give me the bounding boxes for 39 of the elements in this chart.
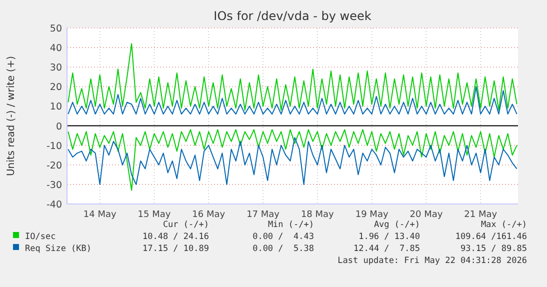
x-tick-label: 16 May bbox=[192, 210, 226, 220]
text: 1.96 / 13.40 bbox=[358, 232, 420, 242]
y-tick-label: 50 bbox=[50, 24, 62, 34]
text: 0.00 / 4.43 bbox=[252, 232, 314, 242]
x-tick-label: 18 May bbox=[300, 210, 335, 220]
y-tick-label: 10 bbox=[50, 102, 62, 113]
text: 17.15 / 10.89 bbox=[142, 244, 209, 254]
y-tick-label: -20 bbox=[46, 160, 62, 172]
y-tick-label: 40 bbox=[50, 43, 62, 54]
legend-label: Req Size (KB) bbox=[25, 244, 92, 254]
y-tick-label: -40 bbox=[46, 200, 62, 210]
y-tick-label: 30 bbox=[50, 62, 62, 74]
text: Max (-/+) bbox=[480, 220, 527, 230]
x-tick-label: 15 May bbox=[138, 210, 172, 220]
x-tick-label: 14 May bbox=[83, 210, 117, 220]
text: 93.15 / 89.85 bbox=[460, 244, 527, 254]
y-axis-title: Units read (-) / write (+) bbox=[6, 56, 17, 176]
x-tick-label: 19 May bbox=[355, 210, 389, 220]
legend-label: IO/sec bbox=[25, 232, 56, 242]
text: 12.44 / 7.85 bbox=[353, 244, 420, 254]
y-tick-label: 0 bbox=[56, 121, 62, 132]
line-series bbox=[68, 137, 518, 185]
x-tick-label: 20 May bbox=[410, 210, 444, 220]
line-series bbox=[68, 86, 518, 115]
text: Min (-/+) bbox=[268, 220, 314, 230]
text: Last update: Fri May 22 04:31:28 2026 bbox=[338, 256, 527, 266]
y-tick-label: 20 bbox=[50, 82, 62, 94]
x-tick-label: 21 May bbox=[464, 210, 498, 220]
chart-title: IOs for /dev/vda - by week bbox=[214, 9, 372, 23]
text: 0.00 / 5.38 bbox=[252, 244, 314, 254]
y-tick-label: -10 bbox=[46, 140, 62, 152]
text: Avg (-/+) bbox=[374, 220, 420, 230]
y-tick-label: -30 bbox=[46, 180, 62, 191]
line-series bbox=[68, 129, 518, 191]
text: Cur (-/+) bbox=[162, 220, 209, 230]
x-tick-label: 17 May bbox=[246, 210, 280, 220]
text: 10.48 / 24.16 bbox=[142, 232, 209, 242]
line-series bbox=[68, 43, 518, 111]
text: 109.64 /161.46 bbox=[455, 232, 527, 242]
